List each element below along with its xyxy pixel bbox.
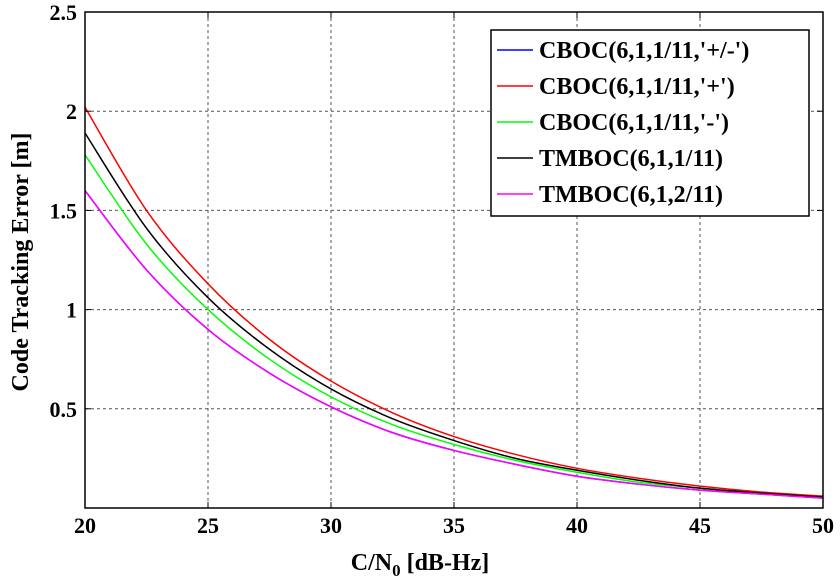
series-line-4 <box>84 132 824 498</box>
series-line-5 <box>84 190 824 499</box>
y-tick-label: 2.5 <box>50 0 78 25</box>
tick-labels: 20 25 30 35 40 45 50 0.5 1 1.5 2 2.5 <box>50 0 835 538</box>
legend-box <box>490 29 810 217</box>
legend-label-4: TMBOC(6,1,1/11) <box>539 146 723 172</box>
y-tick-label: 1.5 <box>50 198 78 223</box>
x-tick-label: 40 <box>566 513 588 538</box>
y-tick-label: 2 <box>66 99 77 124</box>
legend-label-5: TMBOC(6,1,2/11) <box>539 182 723 208</box>
legend-label-3: CBOC(6,1,1/11,'-') <box>539 110 729 136</box>
legend-label-1: CBOC(6,1,1/11,'+/-') <box>539 38 749 64</box>
x-tick-label: 50 <box>812 513 834 538</box>
legend-label-2: CBOC(6,1,1/11,'+') <box>539 74 735 100</box>
x-tick-label: 20 <box>74 513 96 538</box>
legend: CBOC(6,1,1/11,'+/-') CBOC(6,1,1/11,'+') CB… <box>490 29 810 217</box>
y-tick-label: 0.5 <box>50 397 78 422</box>
x-tick-label: 25 <box>197 513 219 538</box>
x-axis-label: C/N0 [dB-Hz] <box>351 550 490 580</box>
y-tick-label: 1 <box>66 298 77 323</box>
series-lines <box>84 106 824 499</box>
x-tick-label: 30 <box>320 513 342 538</box>
x-tick-label: 45 <box>689 513 711 538</box>
y-axis-label: Code Tracking Error [m] <box>8 133 34 392</box>
series-line-2 <box>84 106 824 497</box>
x-tick-label: 35 <box>443 513 465 538</box>
